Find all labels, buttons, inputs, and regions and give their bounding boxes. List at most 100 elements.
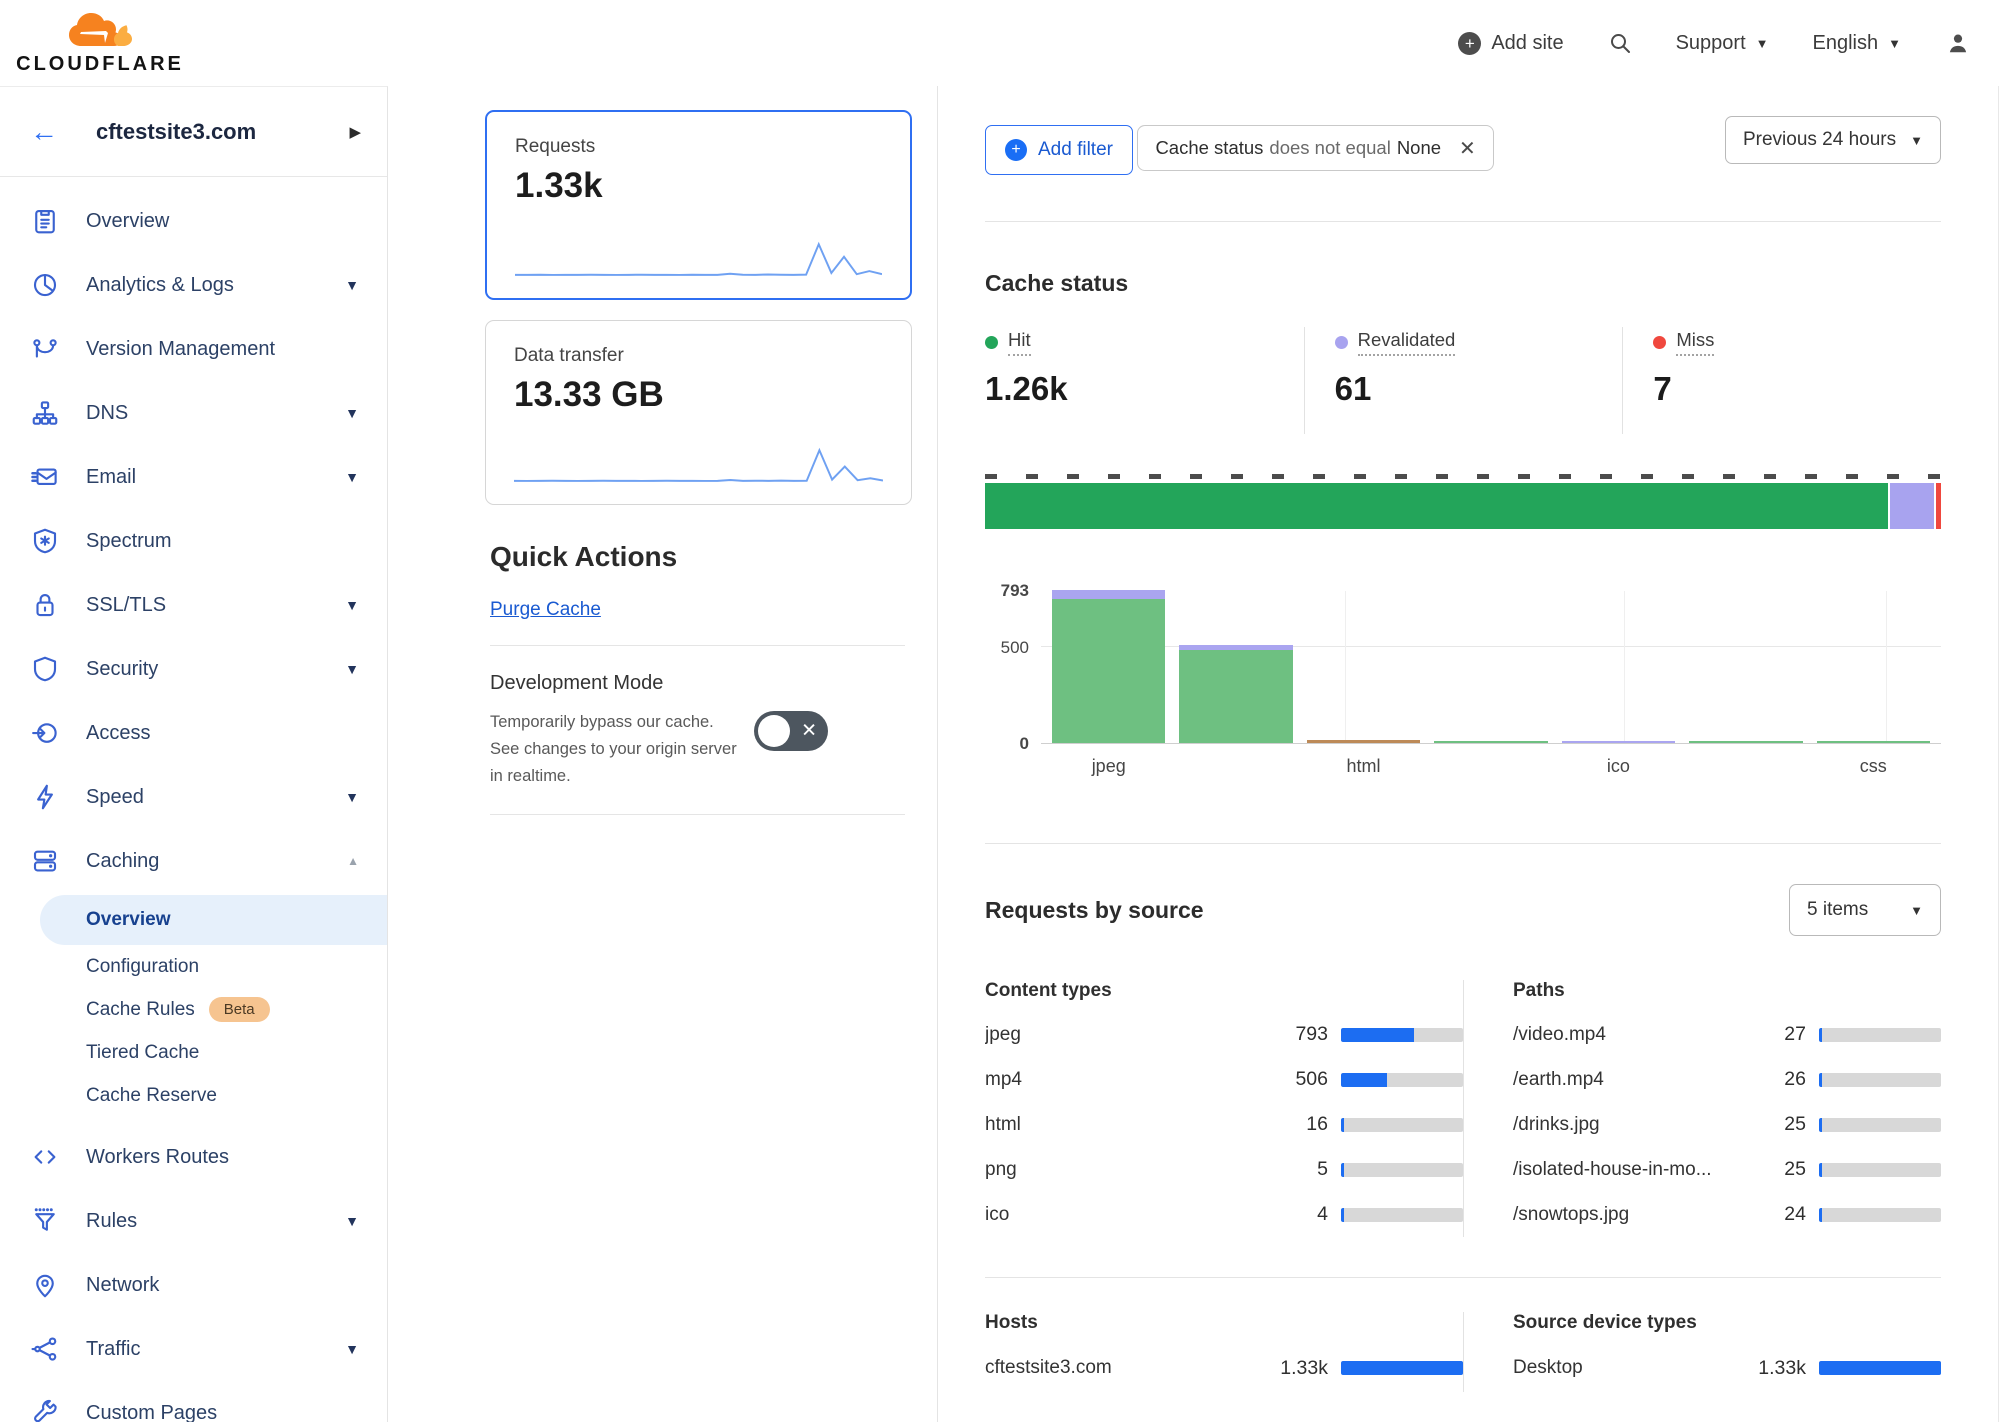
sidebar-subitem-configuration[interactable]: Configuration [0, 945, 387, 988]
sidebar-item-label: Caching [86, 849, 160, 872]
divider [985, 221, 1941, 222]
x-tick-label: html [1346, 756, 1381, 776]
chart-y-axis: 793 500 0 [985, 581, 1041, 753]
x-tick-label [1172, 756, 1299, 777]
development-mode-toggle[interactable]: ✕ [754, 711, 828, 751]
items-count-dropdown[interactable]: 5 items ▼ [1789, 884, 1941, 936]
time-range-dropdown[interactable]: Previous 24 hours ▼ [1724, 116, 1941, 164]
sidebar-item-workers-routes[interactable]: Workers Routes [0, 1125, 387, 1189]
filter-value: None [1396, 137, 1442, 158]
sidebar-item-overview[interactable]: Overview [0, 189, 387, 253]
sidebar-item-spectrum[interactable]: Spectrum [0, 509, 387, 573]
sidebar-item-label: Rules [86, 1209, 138, 1232]
sidebar-nav: Overview Analytics & Logs ▼ Version Managem… [0, 177, 387, 1422]
row-value: 26 [1784, 1068, 1806, 1090]
divider [985, 1277, 1941, 1278]
sidebar-subitem-cache-reserve[interactable]: Cache Reserve [0, 1074, 387, 1117]
cache-status-bar-chart: 793 500 0 [985, 581, 1941, 753]
filter-chip[interactable]: Cache status does not equal None ✕ [1137, 125, 1494, 171]
sidebar-item-caching[interactable]: Caching ▲ [0, 829, 387, 893]
table-row: png 5 [985, 1147, 1463, 1192]
divider [490, 645, 905, 646]
sidebar-item-version-management[interactable]: Version Management [0, 317, 387, 381]
support-menu[interactable]: Support ▼ [1675, 31, 1769, 54]
bar-columns [1041, 590, 1941, 743]
row-value: 25 [1784, 1113, 1806, 1135]
sidebar-subitem-overview[interactable]: Overview [40, 895, 387, 945]
sidebar-item-traffic[interactable]: Traffic ▼ [0, 1317, 387, 1381]
chevron-down-icon: ▼ [345, 1341, 359, 1357]
toggle-knob [758, 715, 790, 747]
sidebar-item-dns[interactable]: DNS ▼ [0, 381, 387, 445]
bar-jpeg[interactable] [1052, 590, 1166, 743]
stat-label[interactable]: Hit [1008, 329, 1031, 356]
y-tick-label: 793 [1000, 581, 1029, 600]
bar-html[interactable] [1306, 739, 1421, 743]
add-site-button[interactable]: + Add site [1458, 31, 1564, 55]
chevron-down-icon: ▼ [1910, 902, 1923, 918]
bar-png[interactable] [1434, 741, 1548, 743]
stat-label[interactable]: Miss [1676, 329, 1715, 356]
gridline-vertical [1886, 591, 1888, 743]
table-row: mp4 506 [985, 1057, 1463, 1102]
site-sidebar: ← cftestsite3.com ▶ Overview Analytics & … [0, 86, 388, 1422]
sidebar-subitem-tiered-cache[interactable]: Tiered Cache [0, 1031, 387, 1074]
time-ticks [985, 474, 1941, 479]
sidebar-subitem-label: Cache Reserve [86, 1084, 217, 1106]
row-label: /snowtops.jpg [1513, 1203, 1630, 1225]
divider [490, 814, 905, 815]
x-tick-label: ico [1606, 756, 1630, 776]
remove-filter-icon[interactable]: ✕ [1459, 137, 1476, 160]
sidebar-item-rules[interactable]: Rules ▼ [0, 1189, 387, 1253]
back-arrow-icon[interactable]: ← [30, 115, 58, 147]
sparkline-chart [515, 241, 882, 276]
gridline-vertical [1624, 591, 1626, 743]
search-button[interactable] [1608, 31, 1632, 55]
purge-cache-link[interactable]: Purge Cache [490, 599, 601, 620]
sidebar-item-speed[interactable]: Speed ▼ [0, 765, 387, 829]
source-table-title: Paths [1513, 980, 1565, 1001]
chevron-down-icon: ▼ [345, 405, 359, 421]
share-icon [30, 1334, 60, 1364]
account-menu[interactable] [1945, 30, 1971, 56]
bar-segment-hit [1816, 741, 1930, 743]
stat-value: 1.26k [985, 370, 1068, 407]
summary-card-data-transfer[interactable]: Data transfer 13.33 GB [485, 320, 912, 505]
summary-card-value: 13.33 GB [514, 375, 664, 414]
cloudflare-logo[interactable]: CLOUDFLARE [16, 10, 181, 76]
bar-other[interactable] [1689, 741, 1803, 743]
requests-by-source-section: Requests by source 5 items ▼ Content typ… [985, 844, 1941, 1392]
toggle-off-x-icon: ✕ [801, 720, 817, 742]
x-tick-label [1427, 756, 1554, 777]
summary-card-requests[interactable]: Requests 1.33k [485, 110, 912, 300]
row-bar-track [1819, 1072, 1941, 1087]
sidebar-item-label: Network [86, 1273, 160, 1296]
row-bar-fill [1819, 1117, 1822, 1132]
stat-label[interactable]: Revalidated [1357, 329, 1456, 356]
summary-column: Requests 1.33k Data transfer 13.33 GB Quick… [388, 86, 938, 1422]
bar-mp4[interactable] [1179, 645, 1293, 743]
sidebar-item-email[interactable]: Email ▼ [0, 445, 387, 509]
sidebar-item-network[interactable]: Network [0, 1253, 387, 1317]
add-filter-button[interactable]: + Add filter [985, 125, 1133, 175]
table-row: Desktop 1.33k [1513, 1344, 1941, 1392]
sidebar-item-access[interactable]: Access [0, 701, 387, 765]
sidebar-item-label: Custom Pages [86, 1401, 218, 1422]
sidebar-item-analytics-logs[interactable]: Analytics & Logs ▼ [0, 253, 387, 317]
bar-css[interactable] [1816, 741, 1930, 743]
sidebar-item-ssl-tls[interactable]: SSL/TLS ▼ [0, 573, 387, 637]
sidebar-subitem-cache-rules[interactable]: Cache Rules Beta [0, 988, 387, 1031]
row-value: 1.33k [1758, 1356, 1806, 1379]
sidebar-item-security[interactable]: Security ▼ [0, 637, 387, 701]
access-icon [30, 718, 60, 748]
table-row: /video.mp4 27 [1513, 1012, 1941, 1057]
sidebar-subitem-label: Overview [86, 909, 171, 930]
site-name: cftestsite3.com [96, 118, 257, 144]
sidebar-item-custom-pages[interactable]: Custom Pages [0, 1381, 387, 1422]
language-menu[interactable]: English ▼ [1812, 31, 1901, 54]
site-switcher-chevron-icon[interactable]: ▶ [349, 123, 361, 141]
bar-segment-expired [1306, 739, 1421, 743]
stat-value: 7 [1653, 370, 1672, 407]
cache-status-title: Cache status [985, 270, 1129, 296]
bar-ico[interactable] [1561, 741, 1676, 743]
